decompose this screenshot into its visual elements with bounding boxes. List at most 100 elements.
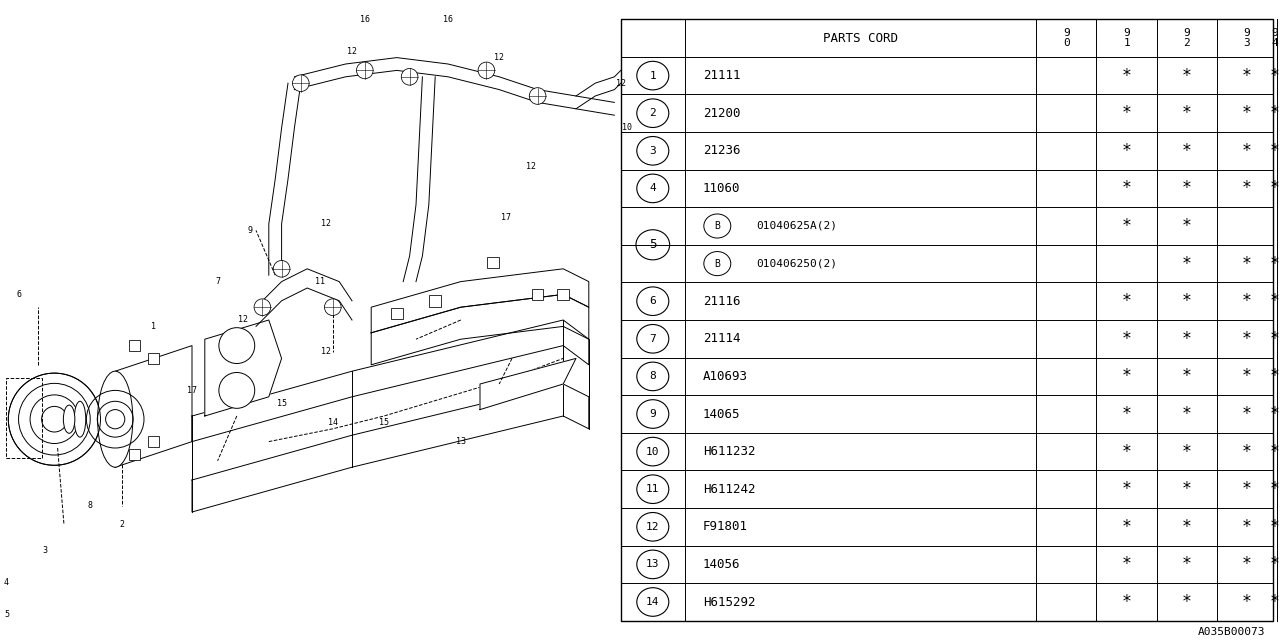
Text: *: * bbox=[1242, 405, 1252, 423]
Text: 14065: 14065 bbox=[703, 408, 740, 420]
Circle shape bbox=[402, 68, 417, 85]
Text: *: * bbox=[1270, 142, 1280, 160]
Text: *: * bbox=[1181, 255, 1192, 273]
Text: 010406250(2): 010406250(2) bbox=[756, 259, 837, 269]
Polygon shape bbox=[192, 320, 589, 442]
Text: *: * bbox=[1242, 367, 1252, 385]
Text: *: * bbox=[1270, 405, 1280, 423]
Polygon shape bbox=[205, 320, 282, 416]
Text: *: * bbox=[1121, 292, 1132, 310]
Text: 7: 7 bbox=[649, 334, 657, 344]
Text: 4: 4 bbox=[649, 184, 657, 193]
Text: 5: 5 bbox=[4, 610, 9, 619]
Text: *: * bbox=[1121, 556, 1132, 573]
Text: 11: 11 bbox=[646, 484, 659, 494]
Text: F91801: F91801 bbox=[703, 520, 748, 533]
Text: 11: 11 bbox=[315, 277, 325, 286]
Text: *: * bbox=[1270, 330, 1280, 348]
Text: A10693: A10693 bbox=[703, 370, 748, 383]
Text: 9
3: 9 3 bbox=[1244, 28, 1251, 48]
Text: *: * bbox=[1270, 556, 1280, 573]
FancyBboxPatch shape bbox=[532, 289, 544, 300]
Text: 21114: 21114 bbox=[703, 332, 740, 346]
Text: 10: 10 bbox=[622, 124, 632, 132]
Text: 1: 1 bbox=[151, 322, 156, 331]
Text: *: * bbox=[1181, 179, 1192, 197]
Circle shape bbox=[292, 75, 308, 92]
Text: *: * bbox=[1181, 217, 1192, 235]
Text: 16: 16 bbox=[360, 15, 370, 24]
Text: 12: 12 bbox=[616, 79, 626, 88]
Text: 17: 17 bbox=[500, 213, 511, 222]
Text: *: * bbox=[1181, 593, 1192, 611]
Text: *: * bbox=[1121, 480, 1132, 498]
Text: 9
4: 9 4 bbox=[1271, 28, 1279, 48]
Text: 21236: 21236 bbox=[703, 144, 740, 157]
Text: *: * bbox=[1121, 104, 1132, 122]
Text: *: * bbox=[1121, 217, 1132, 235]
Polygon shape bbox=[115, 346, 192, 467]
Text: 15: 15 bbox=[276, 399, 287, 408]
Text: 3: 3 bbox=[649, 146, 657, 156]
Polygon shape bbox=[371, 294, 589, 365]
Text: *: * bbox=[1121, 179, 1132, 197]
Circle shape bbox=[274, 260, 291, 277]
Text: 12: 12 bbox=[321, 348, 332, 356]
FancyBboxPatch shape bbox=[128, 449, 140, 460]
Text: 12: 12 bbox=[321, 220, 332, 228]
Text: *: * bbox=[1270, 179, 1280, 197]
Text: *: * bbox=[1270, 593, 1280, 611]
Text: *: * bbox=[1242, 593, 1252, 611]
Text: *: * bbox=[1242, 67, 1252, 84]
Text: *: * bbox=[1181, 405, 1192, 423]
Text: 17: 17 bbox=[187, 386, 197, 395]
Text: 9: 9 bbox=[649, 409, 657, 419]
Text: 15: 15 bbox=[379, 418, 389, 427]
Text: H615292: H615292 bbox=[703, 595, 755, 609]
Text: *: * bbox=[1242, 480, 1252, 498]
Text: *: * bbox=[1181, 104, 1192, 122]
Text: 4: 4 bbox=[4, 578, 9, 587]
Circle shape bbox=[219, 328, 255, 364]
Text: *: * bbox=[1242, 556, 1252, 573]
Text: 13: 13 bbox=[456, 437, 466, 446]
Circle shape bbox=[9, 373, 101, 465]
Circle shape bbox=[530, 88, 547, 104]
Text: B: B bbox=[714, 259, 721, 269]
Text: H611242: H611242 bbox=[703, 483, 755, 496]
Text: 2: 2 bbox=[649, 108, 657, 118]
FancyBboxPatch shape bbox=[147, 436, 159, 447]
Circle shape bbox=[253, 299, 271, 316]
Text: *: * bbox=[1270, 67, 1280, 84]
Text: 1: 1 bbox=[649, 70, 657, 81]
Text: *: * bbox=[1242, 179, 1252, 197]
Circle shape bbox=[479, 62, 495, 79]
FancyBboxPatch shape bbox=[392, 308, 402, 319]
Text: 21116: 21116 bbox=[703, 294, 740, 308]
Text: 14056: 14056 bbox=[703, 558, 740, 571]
Circle shape bbox=[325, 299, 340, 316]
Text: 9
1: 9 1 bbox=[1124, 28, 1130, 48]
Text: 8: 8 bbox=[87, 501, 92, 510]
Text: 11060: 11060 bbox=[703, 182, 740, 195]
Text: PARTS CORD: PARTS CORD bbox=[823, 31, 899, 45]
Text: *: * bbox=[1181, 330, 1192, 348]
Text: *: * bbox=[1121, 518, 1132, 536]
Ellipse shape bbox=[74, 401, 86, 437]
Text: 12: 12 bbox=[526, 162, 536, 171]
Text: *: * bbox=[1270, 443, 1280, 461]
Text: 8: 8 bbox=[649, 371, 657, 381]
Text: *: * bbox=[1242, 104, 1252, 122]
Text: 5: 5 bbox=[649, 238, 657, 252]
Text: *: * bbox=[1181, 556, 1192, 573]
Circle shape bbox=[356, 62, 374, 79]
Text: *: * bbox=[1242, 443, 1252, 461]
Text: *: * bbox=[1270, 518, 1280, 536]
Text: 21111: 21111 bbox=[703, 69, 740, 82]
Text: 9: 9 bbox=[247, 226, 252, 235]
Text: *: * bbox=[1270, 367, 1280, 385]
Text: *: * bbox=[1242, 142, 1252, 160]
Text: *: * bbox=[1181, 292, 1192, 310]
Text: *: * bbox=[1121, 443, 1132, 461]
Text: 9
2: 9 2 bbox=[1184, 28, 1190, 48]
